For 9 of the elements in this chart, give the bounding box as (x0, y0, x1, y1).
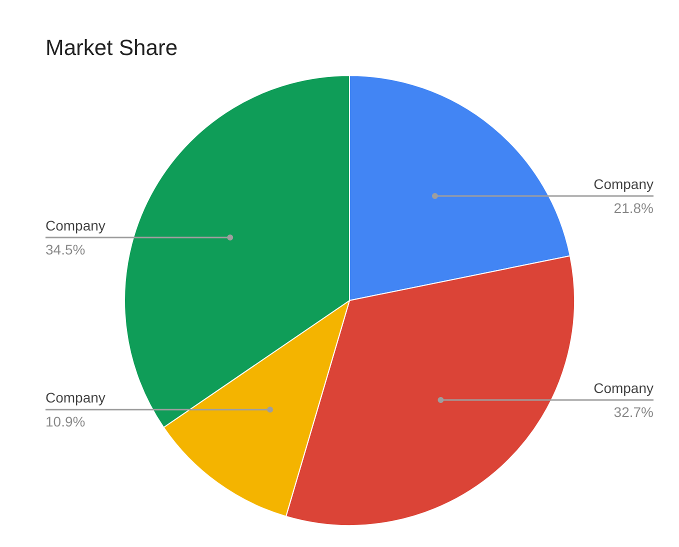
slice-label: Company (46, 217, 106, 234)
data-label: 34.5% (46, 241, 86, 258)
data-label: 21.8% (614, 200, 654, 216)
slice-label: Company (46, 390, 106, 406)
data-label: 10.9% (46, 414, 86, 430)
slice-label: Company (594, 176, 654, 192)
chart-title: Market Share (46, 35, 178, 60)
slice-label: Company (594, 380, 654, 396)
data-label: 32.7% (614, 404, 654, 420)
